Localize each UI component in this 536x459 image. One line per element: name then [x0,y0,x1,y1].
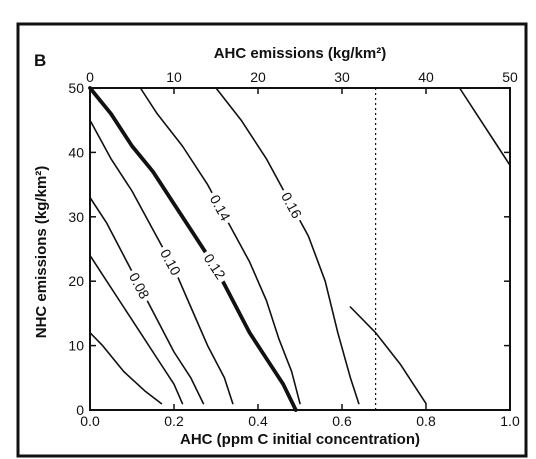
top-tick-label: 50 [502,69,518,85]
x-tick-label: 1.0 [500,413,520,429]
contour-label-bg [154,242,187,282]
labels-layer: 0.080.10 0.120.14 0.16 [123,185,308,305]
top-tick-label: 10 [166,69,182,85]
contour-label-bg [123,266,156,305]
contour-line [349,306,427,405]
x-tick-label: 0.0 [80,413,100,429]
y-tick-label: 50 [68,80,84,96]
top-axis-title: AHC emissions (kg/km²) [214,45,387,62]
x-tick-label: 0.4 [248,413,268,429]
figure-frame [16,22,528,458]
contour-line [215,87,360,405]
contour-label-bg [197,247,232,286]
top-tick-label: 30 [334,69,350,85]
contour-label-bg [275,185,308,225]
contours-layer [88,86,511,412]
y-tick-label: 10 [68,338,84,354]
y-tick-label: 0 [76,402,84,418]
panel-label: B [34,51,46,70]
contour-line [139,87,301,405]
top-tick-label: 20 [250,69,266,85]
contour-line [89,331,163,405]
contour-line [89,254,184,405]
contour-line [89,196,205,405]
contour-line [458,87,511,167]
top-tick-label: 0 [86,69,94,85]
x-tick-label: 0.6 [332,413,352,429]
plot-area-frame [89,87,511,411]
bottom-axis-title: AHC (ppm C initial concentration) [180,431,420,448]
top-tick-label: 40 [418,69,434,85]
left-axis-title: NHC emissions (kg/km²) [33,166,50,339]
x-tick-label: 0.8 [416,413,436,429]
y-tick-label: 20 [68,273,84,289]
contour-label-bg [204,188,237,228]
y-tick-label: 40 [68,144,84,160]
x-tick-label: 0.2 [164,413,184,429]
y-tick-label: 30 [68,209,84,225]
